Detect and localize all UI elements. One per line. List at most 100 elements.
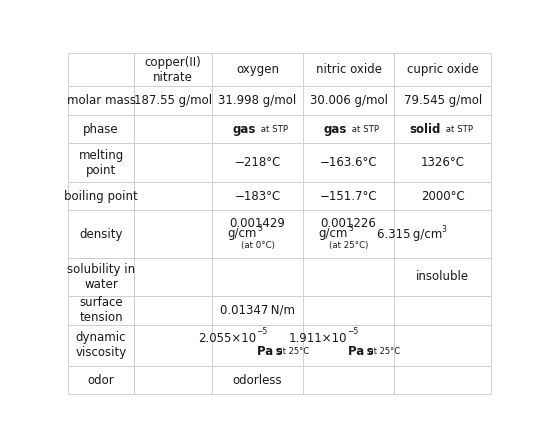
Text: boiling point: boiling point (64, 190, 138, 202)
Text: (at 0°C): (at 0°C) (241, 241, 275, 249)
Bar (134, 258, 212, 295)
Bar (303, 325, 394, 366)
Text: at STP: at STP (258, 124, 288, 133)
Text: −5: −5 (347, 327, 359, 336)
Text: dynamic
viscosity: dynamic viscosity (75, 331, 127, 359)
Bar (134, 53, 212, 86)
Text: Pa s: Pa s (348, 345, 374, 358)
Bar (68, 115, 134, 143)
Bar (394, 366, 491, 394)
Bar (68, 143, 134, 182)
Text: 3: 3 (348, 225, 353, 233)
Text: at 25°C: at 25°C (365, 347, 400, 356)
Bar (303, 115, 394, 143)
Text: −183°C: −183°C (234, 190, 281, 202)
Text: solubility in
water: solubility in water (67, 263, 135, 291)
Bar (134, 143, 212, 182)
Bar (212, 115, 303, 143)
Text: nitric oxide: nitric oxide (316, 63, 382, 76)
Text: molar mass: molar mass (67, 94, 135, 107)
Text: 0.01347 N/m: 0.01347 N/m (220, 304, 295, 317)
Bar (212, 258, 303, 295)
Text: 79.545 g/mol: 79.545 g/mol (403, 94, 482, 107)
Text: −218°C: −218°C (234, 156, 281, 169)
Bar (394, 86, 491, 115)
Bar (68, 182, 134, 210)
Text: 1326°C: 1326°C (421, 156, 465, 169)
Bar (212, 325, 303, 366)
Text: odor: odor (88, 373, 115, 386)
Text: −151.7°C: −151.7°C (320, 190, 377, 202)
Text: 3: 3 (257, 225, 262, 233)
Bar (212, 210, 303, 258)
Text: g/cm: g/cm (228, 227, 257, 240)
Bar (303, 182, 394, 210)
Text: −163.6°C: −163.6°C (320, 156, 377, 169)
Bar (394, 115, 491, 143)
Text: (at 25°C): (at 25°C) (329, 241, 368, 249)
Text: 3: 3 (442, 225, 447, 234)
Text: 0.001429: 0.001429 (230, 217, 286, 230)
Bar (303, 210, 394, 258)
Text: 31.998 g/mol: 31.998 g/mol (218, 94, 296, 107)
Text: g/cm: g/cm (319, 227, 348, 240)
Text: copper(II)
nitrate: copper(II) nitrate (145, 56, 201, 84)
Text: odorless: odorless (233, 373, 282, 386)
Bar (394, 210, 491, 258)
Text: at 25°C: at 25°C (275, 347, 308, 356)
Text: solid: solid (410, 123, 441, 136)
Bar (303, 295, 394, 325)
Text: 2000°C: 2000°C (421, 190, 465, 202)
Bar (134, 115, 212, 143)
Bar (212, 366, 303, 394)
Text: insoluble: insoluble (416, 270, 470, 283)
Bar (212, 182, 303, 210)
Bar (212, 53, 303, 86)
Text: 0.001226: 0.001226 (321, 217, 377, 230)
Bar (68, 258, 134, 295)
Bar (394, 295, 491, 325)
Bar (68, 53, 134, 86)
Bar (394, 53, 491, 86)
Bar (68, 295, 134, 325)
Bar (68, 325, 134, 366)
Bar (394, 325, 491, 366)
Bar (303, 86, 394, 115)
Bar (303, 143, 394, 182)
Bar (134, 366, 212, 394)
Text: gas: gas (232, 123, 256, 136)
Bar (212, 86, 303, 115)
Bar (212, 143, 303, 182)
Bar (134, 182, 212, 210)
Bar (303, 366, 394, 394)
Bar (212, 295, 303, 325)
Bar (394, 143, 491, 182)
Bar (134, 325, 212, 366)
Bar (303, 258, 394, 295)
Text: oxygen: oxygen (236, 63, 279, 76)
Bar (394, 258, 491, 295)
Text: melting
point: melting point (79, 148, 124, 177)
Bar (68, 366, 134, 394)
Text: at STP: at STP (348, 124, 378, 133)
Text: density: density (79, 228, 123, 241)
Text: 187.55 g/mol: 187.55 g/mol (134, 94, 212, 107)
Text: gas: gas (323, 123, 347, 136)
Text: at STP: at STP (443, 124, 473, 133)
Text: 6.315 g/cm: 6.315 g/cm (377, 228, 442, 241)
Text: 30.006 g/mol: 30.006 g/mol (310, 94, 388, 107)
Bar (134, 210, 212, 258)
Text: cupric oxide: cupric oxide (407, 63, 479, 76)
Text: Pa s: Pa s (257, 345, 283, 358)
Bar (303, 53, 394, 86)
Bar (68, 86, 134, 115)
Bar (394, 182, 491, 210)
Bar (134, 295, 212, 325)
Text: surface
tension: surface tension (79, 296, 123, 324)
Text: 1.911×10: 1.911×10 (289, 331, 347, 345)
Text: −5: −5 (256, 327, 268, 336)
Bar (134, 86, 212, 115)
Bar (68, 210, 134, 258)
Text: phase: phase (83, 123, 119, 136)
Text: 2.055×10: 2.055×10 (198, 331, 256, 345)
